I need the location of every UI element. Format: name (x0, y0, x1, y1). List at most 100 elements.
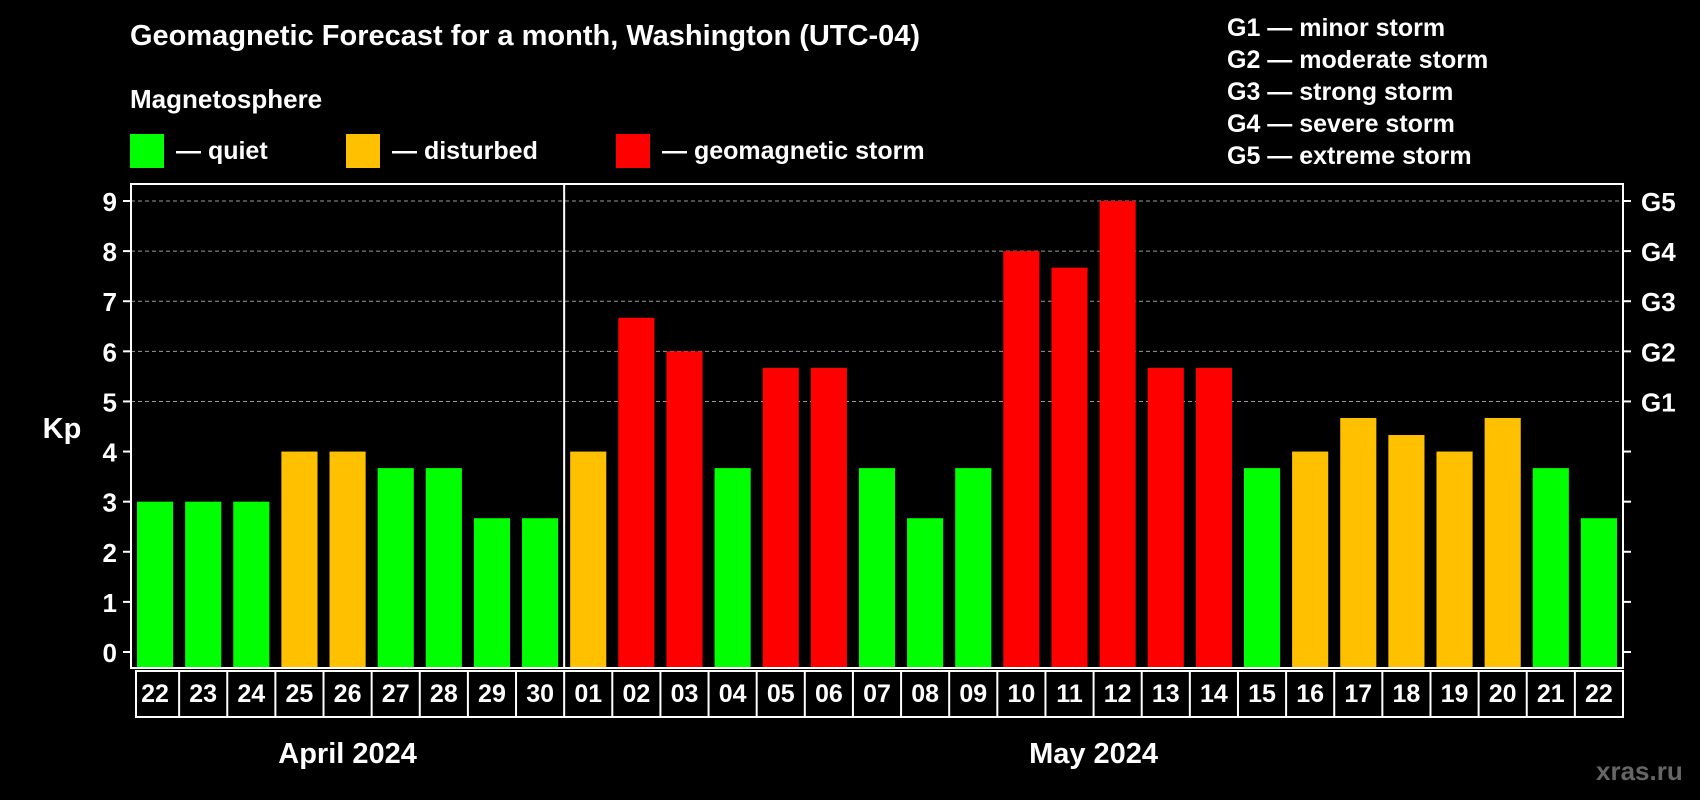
x-tick-label: 24 (237, 680, 265, 708)
legend-title: Magnetosphere (130, 84, 323, 114)
kp-bar (858, 468, 896, 668)
g-scale-g4: G4 — severe storm (1227, 110, 1455, 138)
x-tick-label: 20 (1489, 680, 1517, 708)
kp-bar (329, 451, 366, 668)
legend-swatch-disturbed (346, 134, 380, 168)
x-tick-label: 12 (1104, 680, 1132, 708)
legend-label-disturbed: — disturbed (392, 136, 538, 165)
kp-bar (762, 367, 799, 668)
kp-bar (1532, 468, 1569, 668)
y-tick-label: 9 (103, 187, 117, 217)
x-tick-label: 08 (911, 680, 939, 708)
kp-bar (522, 518, 559, 668)
watermark: xras.ru (1596, 756, 1683, 786)
legend-label-quiet: — quiet (176, 136, 268, 165)
y-tick-label: 0 (103, 638, 117, 668)
x-tick-label: 23 (189, 680, 217, 708)
kp-bar (185, 501, 222, 668)
kp-bar (714, 468, 751, 668)
y-tick-label: 6 (103, 337, 117, 367)
y-axis-label: Kp (43, 413, 82, 445)
category-box-frame (135, 670, 1624, 718)
kp-bar (137, 501, 174, 668)
x-tick-label: 10 (1007, 680, 1035, 708)
chart-title: Geomagnetic Forecast for a month, Washin… (130, 20, 921, 52)
kp-bar (666, 351, 703, 668)
kp-bar (1388, 435, 1425, 668)
y-tick-label: 5 (103, 387, 117, 417)
g-level-label: G4 (1641, 237, 1676, 267)
x-tick-label: 05 (767, 680, 795, 708)
x-tick-label: 30 (526, 680, 554, 708)
legend-item-disturbed: — disturbed (346, 134, 538, 168)
kp-bar (233, 501, 270, 668)
y-tick-label: 4 (103, 438, 118, 468)
month-label: May 2024 (1029, 738, 1158, 770)
x-tick-label: 03 (671, 680, 699, 708)
kp-bar (1051, 267, 1088, 668)
kp-bar (1292, 451, 1329, 668)
month-label: April 2024 (278, 738, 417, 770)
x-tick-label: 18 (1393, 680, 1421, 708)
y-tick-label: 2 (103, 538, 117, 568)
x-tick-label: 25 (286, 680, 314, 708)
y-tick-label: 7 (103, 287, 117, 317)
x-tick-label: 09 (959, 680, 987, 708)
kp-bar (570, 451, 607, 668)
kp-bar (425, 468, 462, 668)
x-tick-label: 17 (1344, 680, 1372, 708)
x-tick-label: 06 (815, 680, 843, 708)
kp-bar (473, 518, 511, 668)
g-level-label: G3 (1641, 287, 1676, 317)
kp-bar (955, 468, 992, 668)
kp-bar (1003, 251, 1040, 668)
kp-bar (810, 367, 847, 668)
g-scale-g2: G2 — moderate storm (1227, 46, 1489, 74)
kp-bar (1436, 451, 1473, 668)
kp-bar (1195, 367, 1232, 668)
x-tick-label: 14 (1200, 680, 1228, 708)
kp-bar (1580, 518, 1617, 668)
kp-bar (907, 518, 944, 668)
x-tick-label: 27 (382, 680, 410, 708)
x-tick-label: 07 (863, 680, 891, 708)
g-scale-g5: G5 — extreme storm (1227, 142, 1472, 170)
kp-bar (1099, 201, 1136, 668)
x-tick-label: 22 (141, 680, 169, 708)
x-tick-label: 29 (478, 680, 506, 708)
kp-bar (1484, 417, 1521, 668)
g-level-label: G5 (1641, 187, 1676, 217)
x-tick-label: 11 (1056, 680, 1083, 708)
x-tick-label: 22 (1585, 680, 1613, 708)
y-tick-label: 1 (103, 588, 117, 618)
g-level-label: G2 (1641, 337, 1676, 367)
kp-bar (377, 468, 414, 668)
y-tick-label: 3 (103, 488, 117, 518)
legend-swatch-storm (616, 134, 650, 168)
legend-label-storm: — geomagnetic storm (662, 136, 925, 165)
x-tick-label: 21 (1537, 680, 1565, 708)
kp-bar (1147, 367, 1184, 668)
y-tick-label: 8 (103, 237, 117, 267)
x-tick-label: 04 (719, 680, 747, 708)
x-tick-label: 13 (1152, 680, 1180, 708)
x-tick-label: 28 (430, 680, 458, 708)
x-tick-label: 02 (622, 680, 650, 708)
x-tick-label: 19 (1441, 680, 1469, 708)
kp-bar (281, 451, 318, 668)
x-tick-label: 15 (1248, 680, 1276, 708)
g-level-label: G1 (1641, 387, 1676, 417)
legend-item-quiet: — quiet (130, 134, 268, 168)
g-scale-legend: G1 — minor storm G2 — moderate storm G3 … (1227, 12, 1488, 172)
plot-frame (130, 183, 1624, 669)
legend-swatch-quiet (130, 134, 164, 168)
legend-item-storm: — geomagnetic storm (616, 134, 925, 168)
g-scale-g3: G3 — strong storm (1227, 78, 1454, 106)
g-scale-g1: G1 — minor storm (1227, 14, 1446, 42)
x-tick-label: 01 (574, 680, 602, 708)
kp-bar (618, 317, 655, 668)
x-tick-label: 26 (334, 680, 362, 708)
kp-bar (1340, 417, 1377, 668)
x-tick-label: 16 (1296, 680, 1324, 708)
